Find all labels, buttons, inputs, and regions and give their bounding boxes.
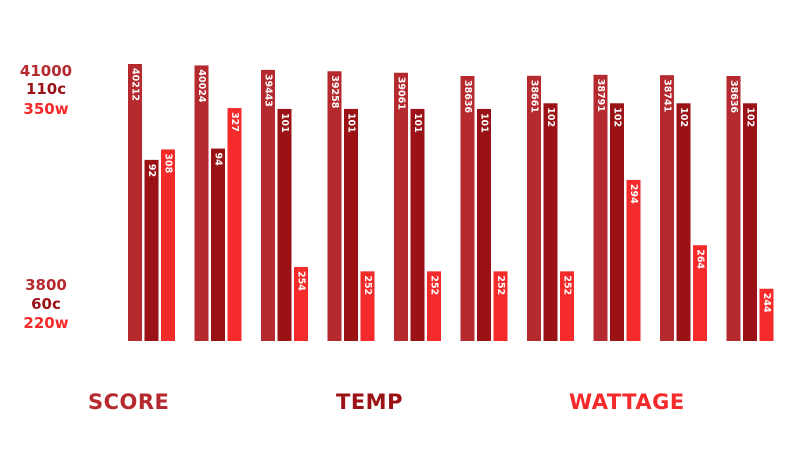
bar-label-wattage-9: 264	[695, 249, 706, 269]
bar-label-temp-1: 92	[146, 164, 157, 177]
legend-wattage: WATTAGE	[569, 390, 685, 414]
bar-label-score-5: 39061	[396, 77, 407, 110]
bar-label-wattage-7: 252	[562, 275, 573, 295]
bar-label-score-7: 38661	[529, 80, 540, 113]
bar-temp-9	[676, 103, 691, 341]
bar-label-wattage-2: 327	[229, 112, 240, 132]
axis-top-wattage: 350w	[23, 100, 69, 118]
bar-wattage-3	[294, 266, 308, 341]
bar-label-score-3: 39443	[263, 74, 274, 107]
legend-score: SCORE	[88, 390, 170, 414]
bar-label-score-8: 38791	[595, 79, 606, 112]
bar-wattage-6	[493, 271, 508, 341]
bar-label-temp-6: 101	[479, 113, 490, 133]
bar-label-score-10: 38636	[728, 80, 739, 113]
bar-temp-10	[743, 103, 757, 341]
bar-score-5	[394, 72, 408, 342]
bar-label-temp-9: 102	[678, 107, 689, 127]
axis-top-score: 41000	[19, 62, 73, 80]
axis-bottom-wattage: 220w	[23, 314, 69, 332]
bar-label-temp-5: 101	[412, 113, 423, 133]
bar-label-wattage-3: 254	[296, 271, 307, 291]
bar-label-score-6: 38636	[462, 80, 473, 113]
bar-score-4	[327, 71, 342, 341]
bar-label-wattage-4: 252	[362, 275, 373, 295]
bar-label-wattage-5: 252	[429, 275, 440, 295]
bar-wattage-2	[227, 108, 242, 341]
axis-bottom-temp: 60c	[31, 295, 61, 313]
bar-score-1	[128, 63, 142, 342]
bar-label-wattage-1: 308	[163, 153, 174, 173]
bar-label-temp-2: 94	[213, 153, 224, 167]
bar-label-score-4: 39258	[329, 75, 340, 108]
bar-label-temp-3: 101	[279, 113, 290, 133]
bar-score-7	[527, 75, 541, 341]
bar-label-temp-7: 102	[545, 107, 556, 127]
legend-temp: TEMP	[336, 390, 403, 414]
bar-score-9	[660, 75, 674, 342]
bar-wattage-10	[759, 288, 774, 341]
bar-temp-3	[277, 108, 292, 341]
bar-score-3	[261, 69, 275, 342]
bar-temp-8	[610, 103, 624, 341]
bar-wattage-8	[626, 179, 641, 341]
bar-wattage-5	[427, 271, 441, 341]
bar-label-score-1: 40212	[130, 68, 141, 101]
bar-label-wattage-6: 252	[495, 275, 506, 295]
bar-temp-6	[477, 108, 491, 341]
bar-label-wattage-8: 294	[628, 184, 639, 204]
axis-top-temp: 110c	[25, 80, 67, 98]
bar-label-temp-10: 102	[745, 107, 756, 127]
bar-temp-2	[211, 148, 225, 341]
bar-wattage-9	[693, 245, 707, 341]
bar-label-score-9: 38741	[662, 79, 673, 112]
bar-label-wattage-10: 244	[761, 293, 772, 313]
bar-wattage-7	[560, 271, 574, 341]
bar-score-6	[460, 75, 475, 341]
bar-wattage-1	[161, 149, 175, 341]
bar-score-10	[726, 75, 741, 341]
bar-temp-5	[410, 108, 425, 341]
bar-temp-7	[543, 103, 558, 341]
bar-wattage-4	[360, 271, 375, 341]
bar-label-score-2: 40024	[196, 69, 207, 102]
bar-score-2	[194, 65, 209, 341]
axis-bottom-score: 3800	[25, 276, 67, 294]
bar-label-temp-8: 102	[612, 107, 623, 127]
bar-temp-1	[144, 159, 159, 341]
bar-label-temp-4: 101	[346, 113, 357, 133]
bar-score-8	[593, 74, 608, 341]
bar-temp-4	[344, 108, 358, 341]
